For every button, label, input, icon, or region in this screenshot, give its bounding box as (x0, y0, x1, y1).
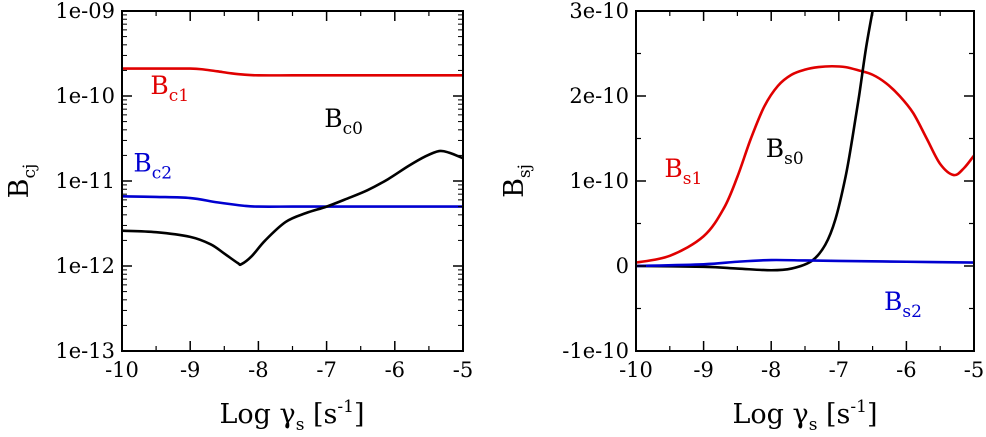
y-tick-label: 1e-13 (55, 339, 115, 363)
y-tick-label: 1e-12 (55, 254, 115, 278)
series-label-bs0: Bs0 (766, 134, 804, 169)
y-tick-label: 1e-10 (55, 84, 115, 108)
y-tick-label: 1e-09 (55, 0, 115, 23)
x-tick-label: -6 (896, 358, 916, 382)
x-tick-label: -7 (829, 358, 849, 382)
series-label-bc0: Bc0 (324, 104, 363, 139)
series-label-bc2: Bc2 (133, 148, 172, 183)
series-line-bc0 (122, 149, 463, 267)
y-tick-label: 1e-10 (569, 169, 629, 193)
series-line-bc1 (122, 67, 463, 77)
series-label-bc1: Bc1 (150, 71, 189, 106)
series-label-bs1: Bs1 (664, 154, 702, 189)
series-line-bs2 (636, 258, 974, 268)
series-line-bs0 (636, 11, 874, 272)
series-label-bs2: Bs2 (884, 287, 922, 322)
x-tick-label: -6 (385, 358, 405, 382)
x-tick-label: -9 (180, 358, 200, 382)
x-tick-label: -8 (761, 358, 781, 382)
left-panel: Bc1 Bc2 Bc0 -10 -9 -8 -7 -6 -5 1e-13 1e-12 1e-11 1e-… (4, 0, 473, 435)
right-panel: Bs1 Bs0 Bs2 -10 -9 -8 -7 -6 -5 -1e-10 0 1e-10 2e-10 3… (499, 0, 984, 435)
x-tick-label: -8 (248, 358, 268, 382)
x-axis-label: Log γs [s-1] (219, 397, 364, 435)
plot-frame (121, 10, 464, 352)
x-tick-label: -5 (964, 358, 984, 382)
x-tick-label: -10 (105, 358, 139, 382)
y-tick-label: 1e-11 (55, 169, 115, 193)
series-line-bs1 (636, 64, 974, 264)
y-tick-label: 2e-10 (569, 84, 629, 108)
y-tick-label: 0 (616, 254, 629, 278)
x-tick-label: -7 (316, 358, 336, 382)
x-tick-label: -5 (453, 358, 473, 382)
series-line-bc2 (122, 195, 463, 208)
y-tick-label: 3e-10 (569, 0, 629, 23)
y-tick-label: -1e-10 (562, 339, 629, 363)
y-axis-label: Bcj (4, 164, 40, 199)
y-axis-label: Bsj (499, 164, 535, 198)
x-tick-label: -9 (693, 358, 713, 382)
x-axis-label: Log γs [s-1] (732, 397, 877, 435)
x-tick-label: -10 (619, 358, 653, 382)
